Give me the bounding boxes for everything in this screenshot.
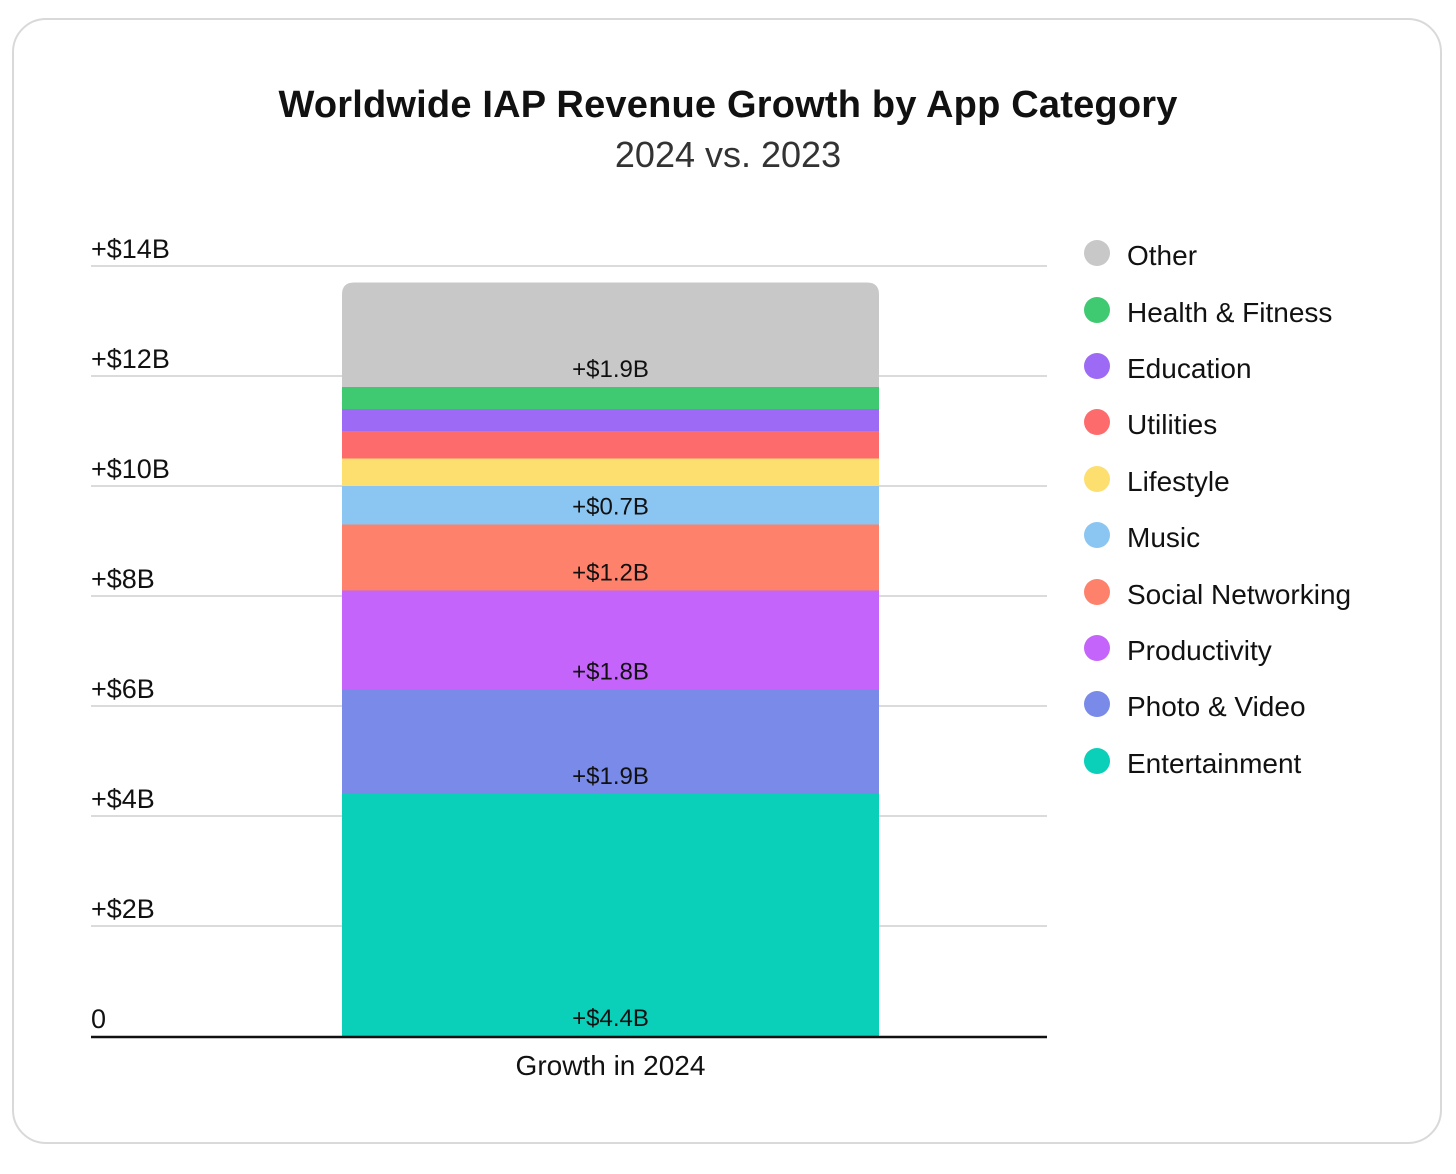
legend-item: Social Networking: [1084, 566, 1351, 622]
legend-swatch: [1084, 747, 1110, 774]
legend-swatch: [1084, 691, 1110, 718]
legend-item: Photo & Video: [1084, 679, 1351, 735]
legend-label: Education: [1127, 352, 1252, 384]
chart-subtitle: 2024 vs. 2023: [614, 134, 842, 175]
legend-label: Entertainment: [1127, 747, 1302, 779]
legend-label: Lifestyle: [1127, 465, 1230, 497]
x-tick-label: Growth in 2024: [516, 1050, 706, 1081]
legend-swatch: [1084, 240, 1110, 267]
y-tick-label: +$8B: [91, 564, 155, 594]
bar-segment-other: [342, 282, 879, 387]
bar-segment-lifestyle: [342, 458, 879, 486]
y-tick-label: +$12B: [91, 344, 170, 374]
bar-segment-productivity: [342, 590, 879, 690]
bar-segment-music: [342, 486, 879, 525]
y-tick-label: +$4B: [91, 784, 155, 814]
y-tick-label: +$10B: [91, 454, 170, 484]
legend-item: Education: [1084, 341, 1351, 397]
bar-segment-entertainment: [342, 794, 879, 1036]
legend-item: Music: [1084, 510, 1351, 566]
legend-item: Entertainment: [1084, 736, 1351, 792]
legend-swatch: [1084, 296, 1110, 323]
legend-label: Utilities: [1127, 409, 1218, 441]
legend-item: Utilities: [1084, 397, 1351, 453]
y-tick-label: +$14B: [91, 234, 170, 264]
legend-swatch: [1084, 409, 1110, 436]
data-label: +$1.2B: [572, 560, 649, 587]
y-tick-label: 0: [91, 1004, 106, 1034]
bar-segment-photo-video: [342, 689, 879, 794]
y-tick-label: +$6B: [91, 674, 155, 704]
legend-item: Productivity: [1084, 623, 1351, 679]
legend-swatch: [1084, 352, 1110, 379]
legend-label: Health & Fitness: [1127, 296, 1333, 328]
data-label: +$0.7B: [572, 494, 649, 521]
bar-segment-utilities: [342, 431, 879, 459]
legend-label: Social Networking: [1127, 578, 1352, 610]
chart-title: Worldwide IAP Revenue Growth by App Cate…: [278, 84, 1178, 126]
legend-swatch: [1084, 522, 1110, 549]
legend-item: Lifestyle: [1084, 454, 1351, 510]
bar-segment-social-networking: [342, 524, 879, 591]
data-label: +$1.9B: [572, 763, 649, 790]
data-label: +$4.4B: [572, 1005, 649, 1032]
bar-segment-health-fitness: [342, 387, 879, 409]
legend-label: Photo & Video: [1127, 691, 1306, 723]
chart-legend: Other Health & Fitness Education Utilities L…: [1084, 228, 1351, 792]
legend-item: Health & Fitness: [1084, 284, 1351, 340]
legend-swatch: [1084, 465, 1110, 492]
legend-item: Other: [1084, 228, 1351, 284]
legend-label: Productivity: [1127, 634, 1272, 666]
legend-swatch: [1084, 634, 1110, 661]
legend-label: Other: [1127, 240, 1198, 272]
data-label: +$1.8B: [572, 659, 649, 686]
legend-label: Music: [1127, 522, 1201, 554]
data-label: +$1.9B: [572, 356, 649, 383]
bar-segment-education: [342, 409, 879, 431]
y-tick-label: +$2B: [91, 894, 155, 924]
legend-swatch: [1084, 578, 1110, 605]
